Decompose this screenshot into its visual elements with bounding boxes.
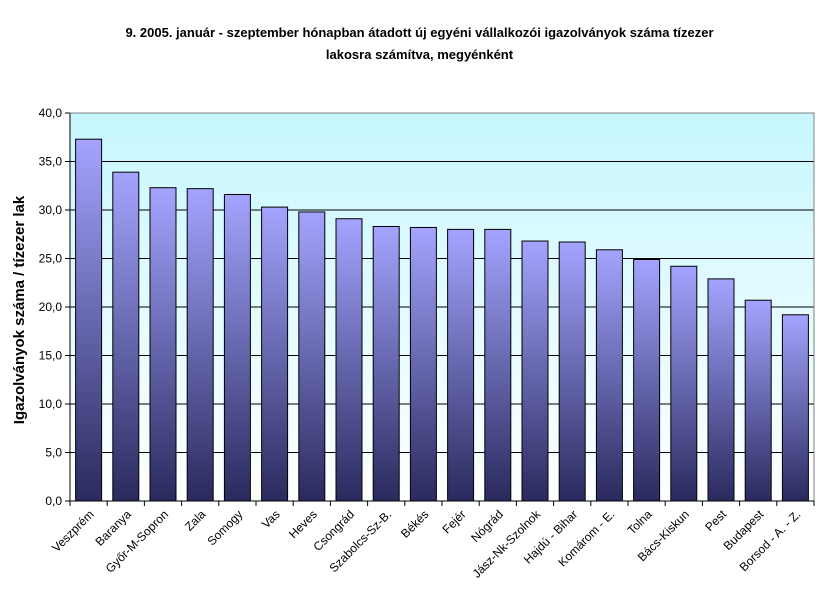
- x-tick-label: Veszprém: [49, 507, 97, 555]
- x-tick-label: Tolna: [625, 507, 655, 537]
- chart-title: 9. 2005. január - szeptember hónapban át…: [0, 22, 839, 66]
- x-tick-label: Békés: [398, 507, 431, 540]
- bar-11: [447, 228, 475, 502]
- bar-12: [484, 228, 512, 502]
- bar-4: [186, 188, 214, 502]
- axes: [65, 112, 815, 506]
- bar-6: [261, 206, 289, 502]
- y-tick-label: 0,0: [45, 494, 62, 508]
- y-tick-label: 15,0: [39, 349, 63, 363]
- y-tick-label: 20,0: [39, 300, 63, 314]
- bar-7: [298, 211, 326, 502]
- y-tick-labels: 0,0 5,0 10,0 15,0 20,0 25,0 30,0 35,0 40,0: [39, 106, 63, 508]
- bar-3: [149, 187, 177, 502]
- y-tick-label: 40,0: [39, 106, 63, 120]
- x-tick-label: Fejér: [439, 507, 468, 536]
- bar-14: [558, 241, 586, 502]
- bar-19: [744, 299, 772, 502]
- y-tick-label: 25,0: [39, 252, 63, 266]
- x-tick-label: Pest: [702, 507, 729, 534]
- bar-2: [112, 171, 140, 502]
- y-axis-label: Igazolványok száma / tízezer lak: [11, 195, 28, 424]
- y-tick-label: 5,0: [45, 446, 62, 460]
- x-tick-label: Somogy: [204, 507, 245, 548]
- bar-17: [670, 265, 698, 502]
- x-tick-label: Heves: [286, 507, 320, 541]
- chart-title-line-1: 9. 2005. január - szeptember hónapban át…: [125, 25, 714, 40]
- y-tick-label: 30,0: [39, 203, 63, 217]
- bar-20: [781, 314, 809, 502]
- bar-9: [372, 225, 400, 502]
- bar-10: [409, 226, 437, 502]
- bar-13: [521, 240, 549, 502]
- y-tick-label: 35,0: [39, 155, 63, 169]
- bar-16: [633, 258, 661, 502]
- bar-8: [335, 218, 363, 502]
- x-tick-label: Vas: [259, 507, 283, 531]
- bar-5: [223, 193, 251, 502]
- bar-18: [707, 278, 735, 502]
- bar-15: [595, 249, 623, 502]
- x-tick-label: Zala: [182, 507, 209, 534]
- chart-title-line-2: lakosra számítva, megyénként: [325, 47, 514, 62]
- bar-1: [75, 138, 103, 502]
- y-tick-label: 10,0: [39, 397, 63, 411]
